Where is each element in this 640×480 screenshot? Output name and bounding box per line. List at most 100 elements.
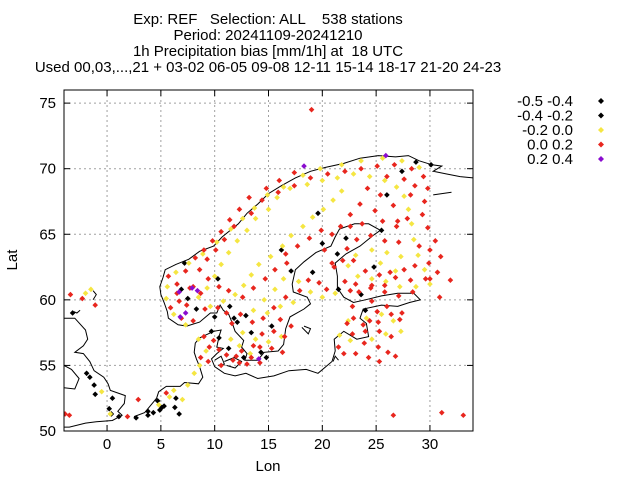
station-marker bbox=[223, 310, 230, 316]
station-marker bbox=[204, 285, 210, 291]
station-marker bbox=[259, 197, 265, 203]
station-marker bbox=[401, 266, 407, 273]
station-marker bbox=[377, 260, 384, 266]
station-marker bbox=[234, 238, 241, 244]
station-marker bbox=[379, 218, 386, 224]
station-marker bbox=[216, 346, 222, 353]
station-marker bbox=[239, 215, 246, 222]
station-marker bbox=[240, 354, 247, 361]
station-marker bbox=[388, 311, 394, 318]
station-marker bbox=[268, 323, 275, 329]
station-marker bbox=[91, 382, 97, 388]
coastline-segment bbox=[224, 357, 243, 369]
station-marker bbox=[252, 336, 259, 342]
coastline-segment bbox=[64, 317, 126, 428]
station-marker bbox=[288, 232, 294, 239]
station-marker bbox=[82, 290, 89, 297]
x-tick-label: 20 bbox=[314, 436, 331, 453]
station-marker bbox=[92, 302, 99, 308]
station-marker bbox=[277, 303, 284, 310]
station-marker bbox=[367, 232, 374, 239]
station-marker bbox=[64, 411, 68, 417]
station-marker bbox=[67, 291, 74, 298]
station-marker bbox=[250, 342, 257, 349]
station-marker bbox=[412, 182, 418, 189]
station-marker bbox=[218, 228, 224, 235]
station-marker bbox=[300, 223, 306, 230]
station-marker bbox=[320, 206, 327, 213]
station-marker bbox=[228, 226, 234, 232]
coastline-segment bbox=[73, 309, 81, 314]
station-marker bbox=[383, 331, 389, 337]
station-marker bbox=[279, 243, 286, 249]
station-marker bbox=[181, 260, 188, 266]
station-marker bbox=[397, 316, 403, 323]
station-marker bbox=[392, 268, 399, 274]
station-marker bbox=[409, 289, 416, 295]
station-marker bbox=[356, 289, 362, 295]
station-marker bbox=[236, 342, 243, 349]
station-marker bbox=[238, 348, 245, 354]
y-tick-label: 60 bbox=[39, 292, 56, 309]
station-marker bbox=[183, 302, 190, 308]
station-marker bbox=[344, 245, 350, 252]
station-marker bbox=[329, 260, 335, 266]
station-marker bbox=[190, 318, 196, 324]
station-marker bbox=[384, 192, 390, 198]
station-marker bbox=[408, 165, 415, 172]
station-marker bbox=[174, 290, 180, 297]
station-marker bbox=[258, 349, 264, 356]
station-marker bbox=[215, 276, 221, 282]
legend: -0.5 -0.4-0.4 -0.2-0.2 0.00.0 0.20.2 0.4 bbox=[517, 93, 604, 168]
y-axis-label: Lat bbox=[4, 249, 21, 271]
station-marker bbox=[309, 269, 316, 276]
station-marker bbox=[347, 287, 354, 294]
station-marker bbox=[192, 255, 199, 261]
station-marker bbox=[88, 286, 94, 293]
station-markers bbox=[64, 106, 467, 421]
station-marker bbox=[256, 261, 262, 268]
station-marker bbox=[281, 333, 288, 340]
station-marker bbox=[369, 247, 375, 253]
station-marker bbox=[288, 268, 294, 274]
station-marker bbox=[392, 353, 399, 360]
x-tick-label: 25 bbox=[368, 436, 385, 453]
station-marker bbox=[244, 361, 250, 367]
station-marker bbox=[390, 412, 397, 419]
station-marker bbox=[182, 268, 189, 274]
station-marker bbox=[319, 240, 326, 247]
y-tick-label: 70 bbox=[39, 161, 56, 178]
station-marker bbox=[318, 227, 325, 234]
station-marker bbox=[265, 339, 272, 345]
station-marker bbox=[434, 269, 441, 276]
station-marker bbox=[201, 333, 207, 340]
x-tick-label: 15 bbox=[260, 436, 277, 453]
station-marker bbox=[309, 214, 316, 221]
station-marker bbox=[263, 354, 270, 361]
station-marker bbox=[319, 177, 326, 184]
station-marker bbox=[421, 198, 428, 205]
station-marker bbox=[376, 328, 383, 335]
station-marker bbox=[106, 405, 113, 412]
station-marker bbox=[272, 286, 278, 293]
station-marker bbox=[405, 206, 412, 213]
station-marker bbox=[349, 303, 356, 310]
station-marker bbox=[196, 266, 203, 273]
station-marker bbox=[319, 294, 326, 301]
legend-label: -0.2 0.0 bbox=[522, 122, 573, 139]
title-line-used-hours: Used 00,03,...,21 + 03-02 06-05 09-08 12… bbox=[34, 59, 502, 76]
station-marker bbox=[246, 194, 252, 201]
station-marker bbox=[308, 106, 315, 113]
station-marker bbox=[278, 247, 285, 253]
station-marker bbox=[407, 192, 414, 198]
station-marker bbox=[282, 251, 289, 257]
station-marker bbox=[201, 247, 207, 253]
station-marker bbox=[212, 247, 219, 253]
station-marker bbox=[344, 320, 350, 327]
station-marker bbox=[357, 201, 363, 207]
station-marker bbox=[437, 253, 444, 260]
station-marker bbox=[107, 411, 114, 417]
x-tick-label: 0 bbox=[103, 436, 111, 453]
station-marker bbox=[411, 236, 417, 243]
station-marker bbox=[404, 215, 411, 222]
